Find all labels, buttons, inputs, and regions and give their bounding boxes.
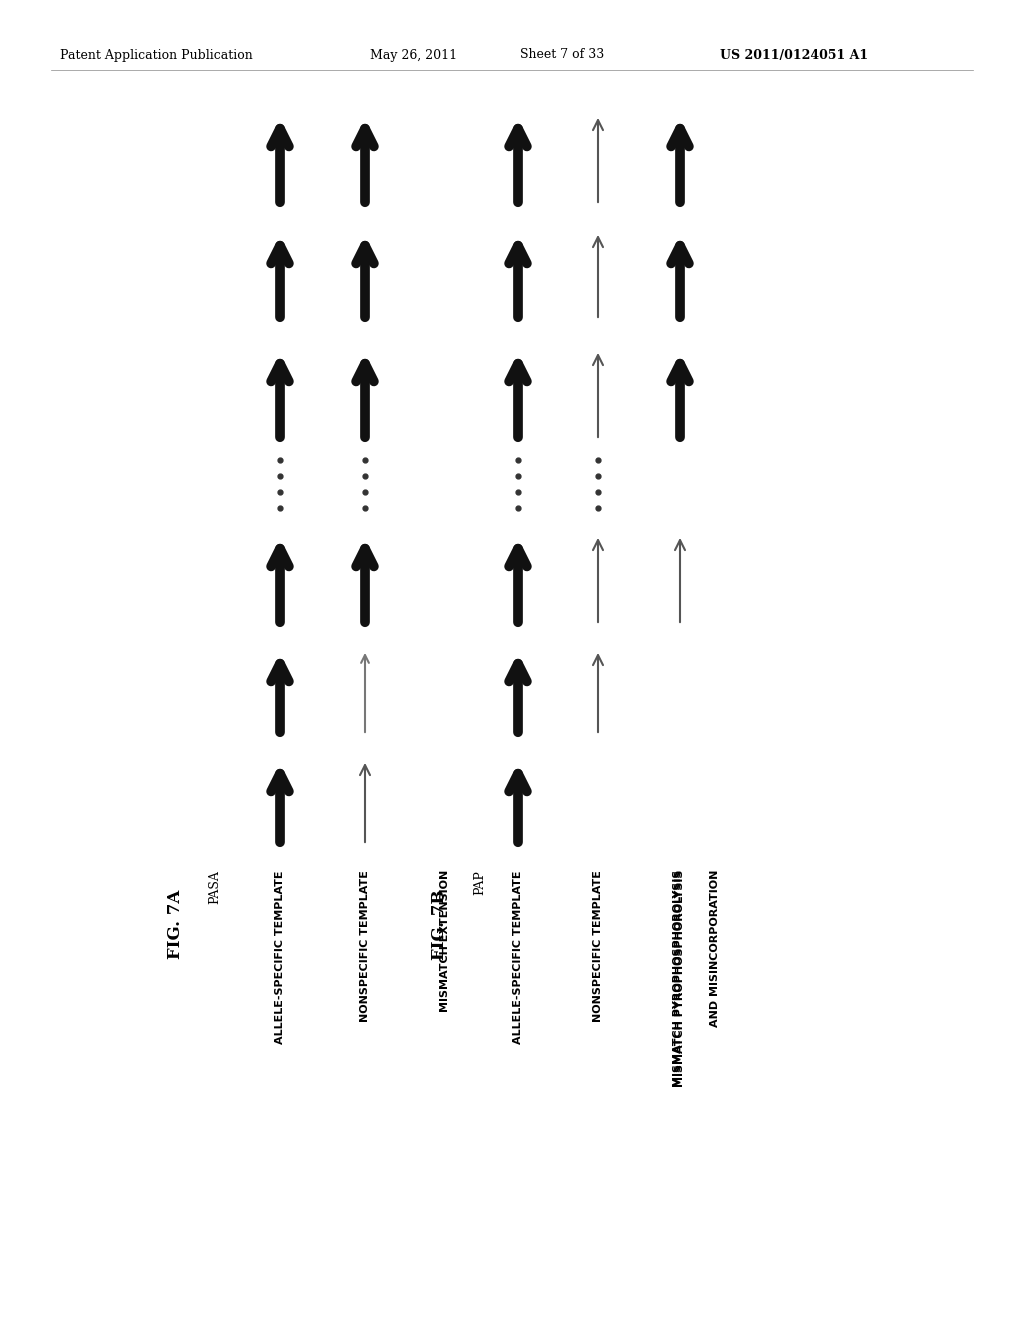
Text: FIG. 7A: FIG. 7A [167,890,183,960]
Text: May 26, 2011: May 26, 2011 [370,49,457,62]
Text: ALLELE-SPECIFIC TEMPLATE: ALLELE-SPECIFIC TEMPLATE [513,870,523,1044]
Text: AND MISINCORPORATION: AND MISINCORPORATION [710,870,720,1027]
Text: PASA: PASA [209,870,221,904]
Text: FIG. 7B: FIG. 7B [431,890,449,961]
Text: NONSPECIFIC TEMPLATE: NONSPECIFIC TEMPLATE [593,870,603,1022]
Text: MISMATCH EXTENSION: MISMATCH EXTENSION [440,870,450,1012]
Text: MISMATCH PYROPHOSPHOROLYSIS: MISMATCH PYROPHOSPHOROLYSIS [675,870,685,1088]
Text: US 2011/0124051 A1: US 2011/0124051 A1 [720,49,868,62]
Text: NONSPECIFIC TEMPLATE: NONSPECIFIC TEMPLATE [360,870,370,1022]
Text: Sheet 7 of 33: Sheet 7 of 33 [520,49,604,62]
Text: ALLELE-SPECIFIC TEMPLATE: ALLELE-SPECIFIC TEMPLATE [275,870,285,1044]
Text: PAP: PAP [473,870,486,895]
Text: MISMATCH PYROPHOSPHOROLYSIS: MISMATCH PYROPHOSPHOROLYSIS [673,870,683,1088]
Text: Patent Application Publication: Patent Application Publication [60,49,253,62]
